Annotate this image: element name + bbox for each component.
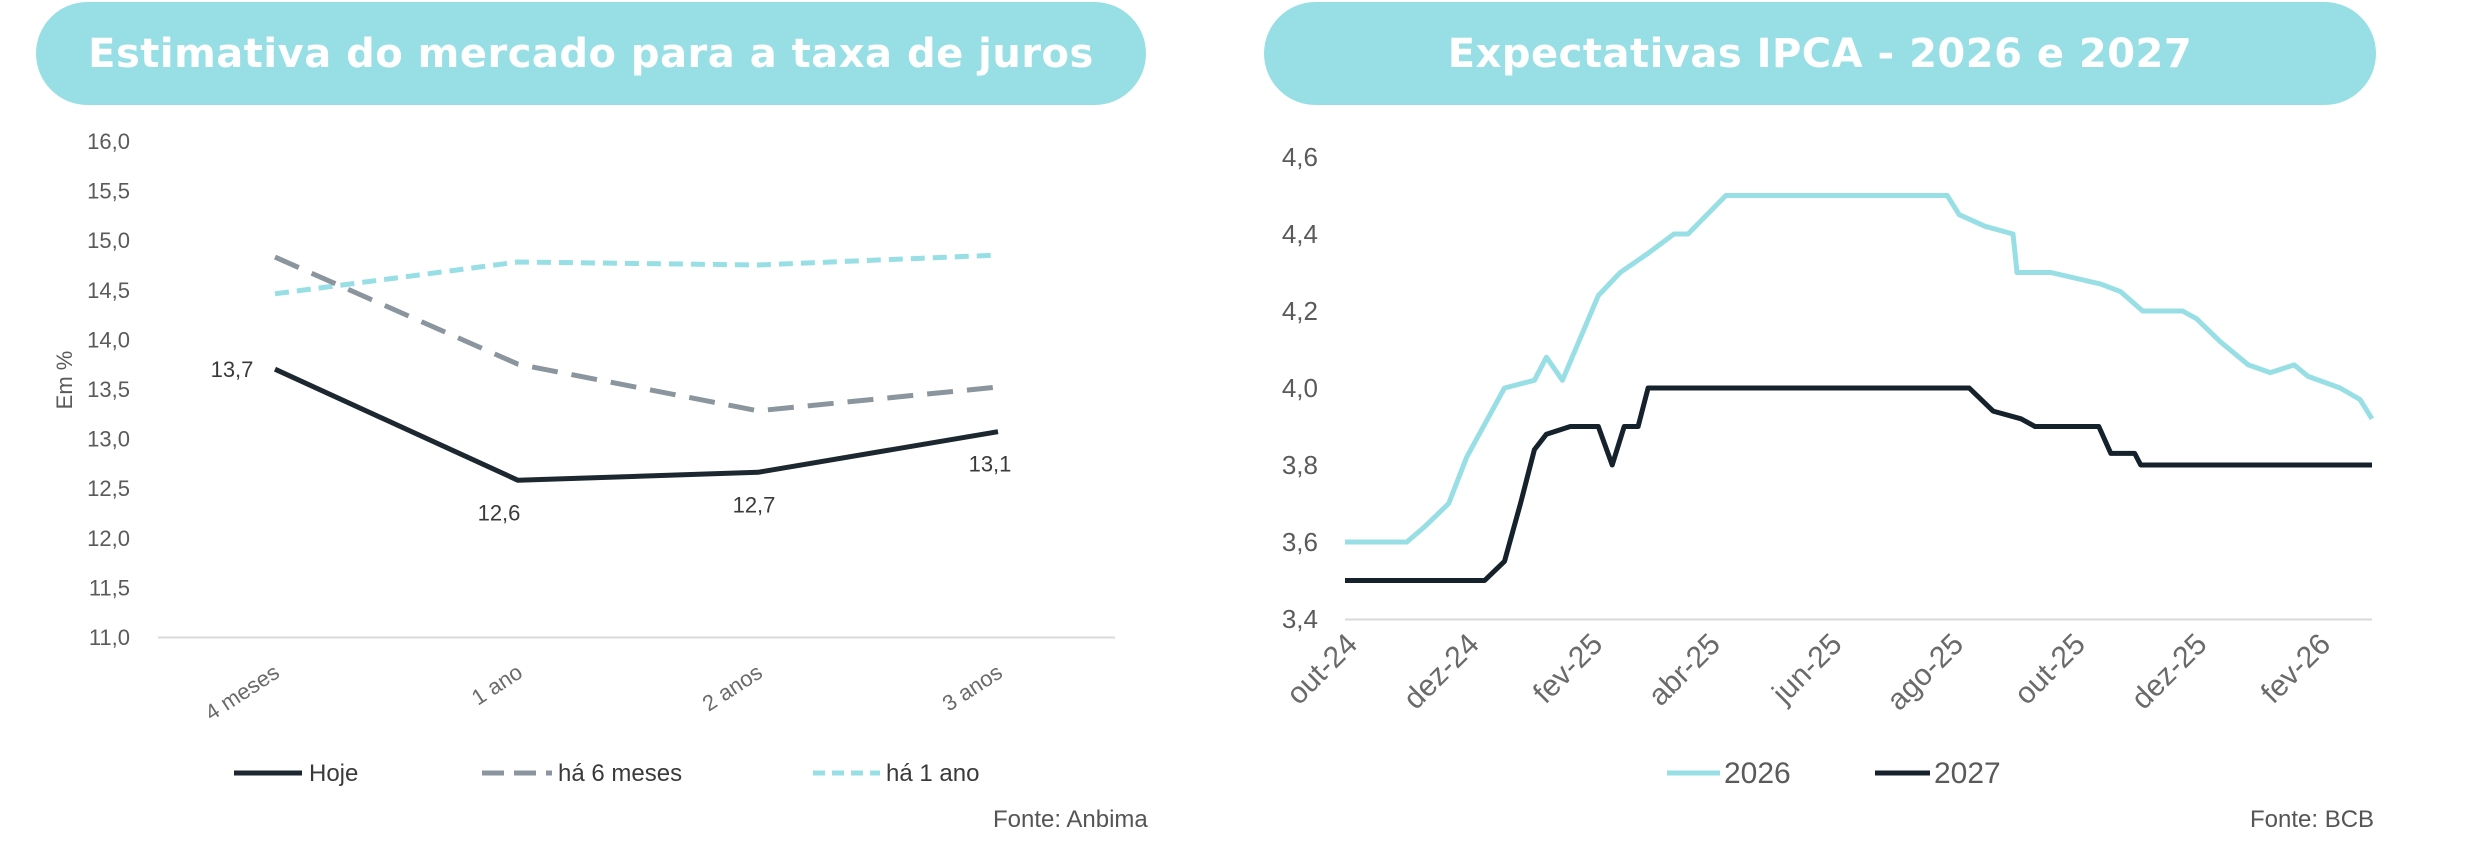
right-y-tick-label: 4,4 [1282, 219, 1318, 249]
left-data-label: 12,7 [733, 492, 776, 517]
left-legend-label: há 6 meses [558, 760, 682, 787]
left-series-line-dotted [274, 252, 999, 297]
left-y-tick-label: 14,0 [87, 327, 130, 352]
left-legend-label: Hoje [309, 760, 358, 787]
left-y-tick-label: 12,0 [87, 526, 130, 551]
right-x-tick-label: dez-24 [1397, 628, 1485, 716]
left-data-label: 13,1 [969, 452, 1012, 477]
right-x-tick-label: abr-25 [1642, 628, 1727, 713]
right-x-tick-label: fev-26 [2255, 628, 2337, 710]
right-x-tick-label: jun-25 [1766, 628, 1849, 711]
right-x-tick-label: out-24 [1280, 628, 1363, 711]
right-chart-title: Expectativas IPCA - 2026 e 2027 [1264, 2, 2376, 105]
right-y-tick-label: 3,6 [1282, 527, 1318, 557]
right-legend-label: 2026 [1724, 757, 1791, 790]
left-y-tick-label: 11,5 [89, 575, 130, 600]
left-legend-label: há 1 ano [886, 760, 979, 787]
left-y-tick-label: 15,5 [87, 179, 130, 204]
right-y-tick-label: 4,6 [1282, 142, 1318, 172]
right-series-line-2026 [1345, 193, 2375, 545]
interest-rate-chart: 16,0 15,5 15,0 14,5 14,0 13,5 13,0 12,5 12,0 11,5… [52, 129, 1115, 787]
left-y-tick-label: 13,0 [87, 427, 130, 452]
left-series-line-dashed [273, 254, 999, 414]
left-source-note: Fonte: Anbima [993, 806, 1148, 833]
right-source-note: Fonte: BCB [2250, 806, 2375, 833]
left-y-tick-label: 13,5 [87, 377, 130, 402]
right-x-tick-label: fev-25 [1527, 628, 1609, 710]
left-y-tick-label: 14,5 [87, 278, 130, 303]
right-y-tick-label: 4,0 [1282, 373, 1318, 403]
right-legend-label: 2027 [1934, 757, 2001, 790]
right-y-tick-label: 3,8 [1282, 450, 1318, 480]
left-chart-title: Estimativa do mercado para a taxa de jur… [36, 2, 1146, 105]
left-y-tick-label: 15,0 [87, 228, 130, 253]
left-data-label: 12,6 [478, 500, 521, 525]
right-y-tick-label: 4,2 [1282, 296, 1318, 326]
right-x-tick-label: ago-25 [1881, 628, 1970, 717]
right-x-tick-label: out-25 [2008, 628, 2091, 711]
left-y-tick-label: 11,0 [89, 625, 130, 650]
left-y-tick-label: 16,0 [87, 129, 130, 154]
right-x-tick-label: dez-25 [2125, 628, 2213, 716]
right-y-tick-label: 3,4 [1282, 604, 1318, 634]
left-y-axis-label: Em % [52, 351, 77, 410]
left-data-label: 13,7 [211, 357, 254, 382]
right-series-line-2027 [1345, 385, 2372, 583]
left-series-line-solid [273, 366, 999, 483]
left-y-tick-label: 12,5 [87, 476, 130, 501]
